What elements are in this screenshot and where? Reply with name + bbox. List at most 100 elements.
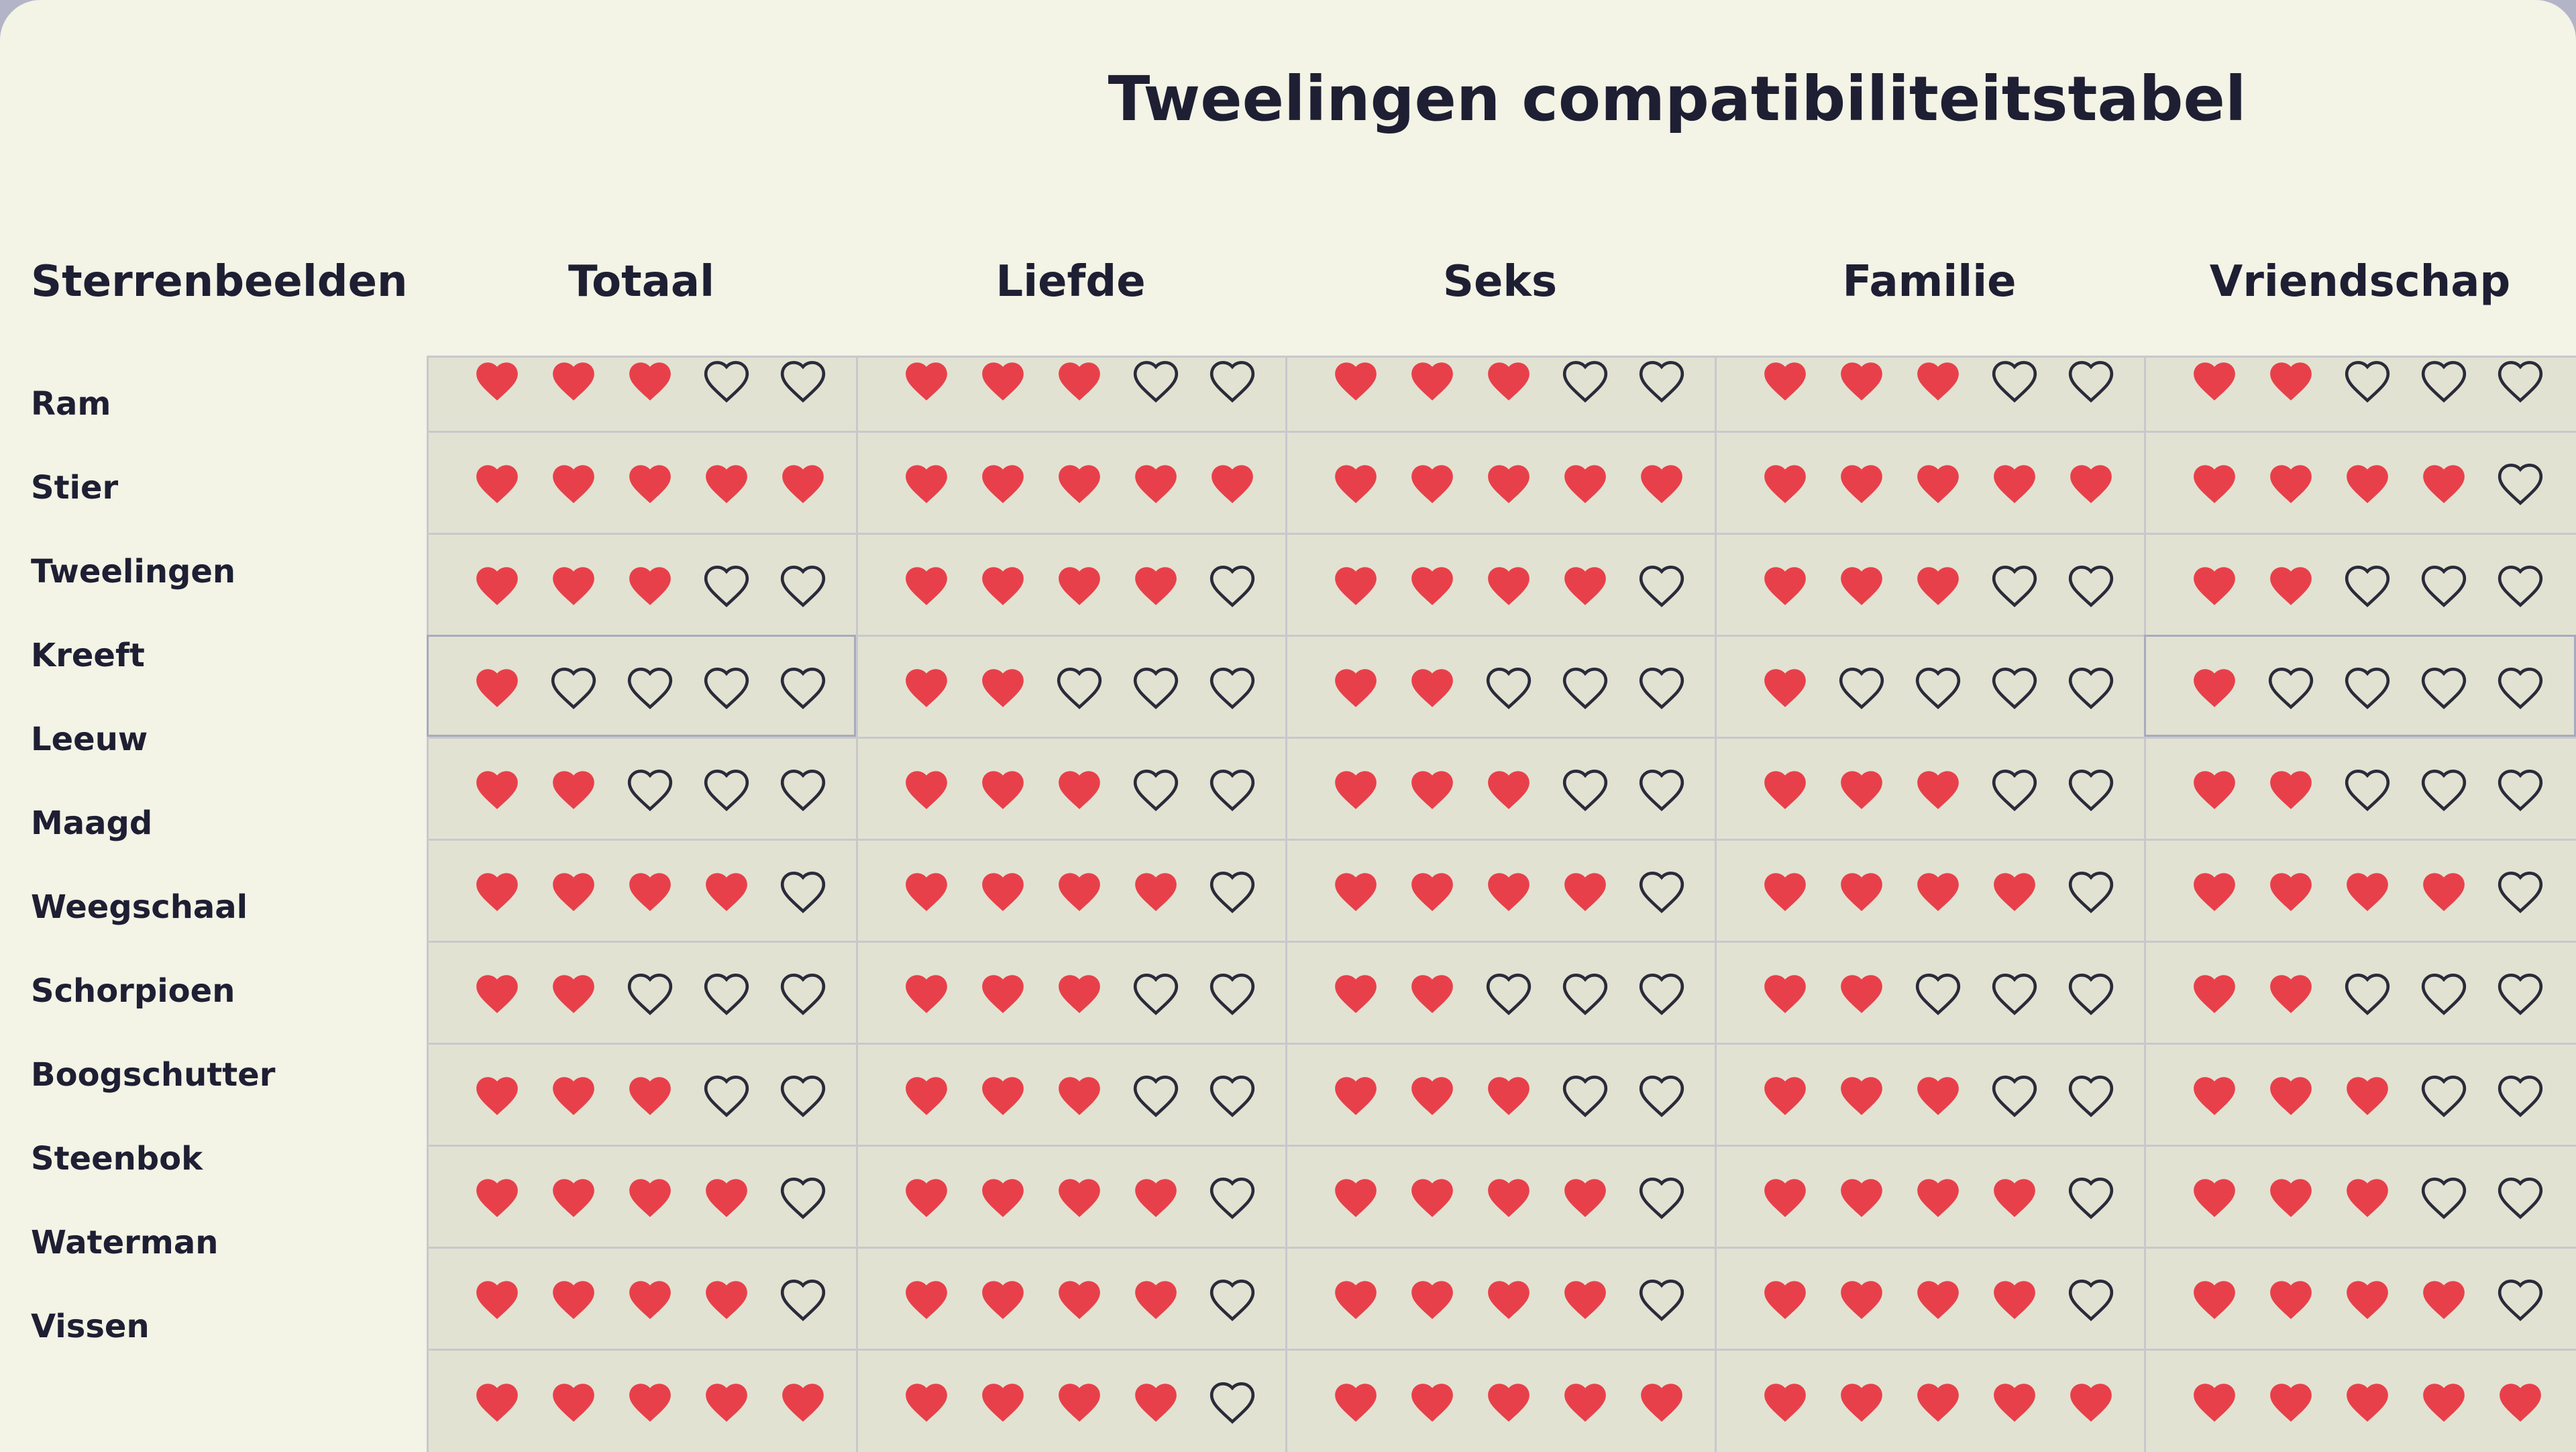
heart-outline-icon xyxy=(1562,769,1608,811)
rating-cell xyxy=(427,1349,856,1452)
heart-outline-icon xyxy=(1915,973,1961,1015)
heart-filled-icon xyxy=(2070,1384,2112,1422)
rating-cell xyxy=(1285,356,1715,431)
heart-filled-icon xyxy=(1764,1281,1806,1319)
heart-outline-icon xyxy=(780,973,826,1015)
heart-filled-icon xyxy=(1764,465,1806,503)
heart-filled-icon xyxy=(1411,771,1453,809)
heart-filled-icon xyxy=(1917,1077,1959,1115)
heart-filled-icon xyxy=(553,975,594,1013)
heart-outline-icon xyxy=(1562,973,1608,1015)
heart-filled-icon xyxy=(2194,1077,2235,1115)
heart-outline-icon xyxy=(780,1177,826,1219)
rating-cell xyxy=(427,635,856,737)
heart-filled-icon xyxy=(2423,873,2465,911)
rating-cell xyxy=(1285,1145,1715,1247)
rating-cell xyxy=(1285,635,1715,737)
heart-filled-icon xyxy=(1488,465,1529,503)
heart-filled-icon xyxy=(1488,771,1529,809)
heart-filled-icon xyxy=(1841,1077,1882,1115)
heart-filled-icon xyxy=(1564,873,1606,911)
heart-filled-icon xyxy=(1059,362,1100,401)
heart-outline-icon xyxy=(780,565,826,607)
heart-filled-icon xyxy=(906,771,947,809)
rating-cell xyxy=(2144,1145,2576,1247)
heart-filled-icon xyxy=(1641,465,1682,503)
heart-outline-icon xyxy=(1133,769,1179,811)
heart-filled-icon xyxy=(2347,1384,2388,1422)
rating-cell xyxy=(427,941,856,1043)
heart-filled-icon xyxy=(1059,567,1100,605)
column-header-liefde: Liefde xyxy=(996,257,1146,307)
heart-filled-icon xyxy=(982,465,1024,503)
heart-filled-icon xyxy=(2270,771,2312,809)
heart-filled-icon xyxy=(706,1179,747,1217)
heart-filled-icon xyxy=(1917,1179,1959,1217)
heart-filled-icon xyxy=(1335,669,1377,707)
heart-filled-icon xyxy=(553,362,594,401)
heart-filled-icon xyxy=(2270,1077,2312,1115)
heart-outline-icon xyxy=(1057,667,1102,709)
heart-filled-icon xyxy=(906,669,947,707)
heart-filled-icon xyxy=(476,1384,518,1422)
heart-filled-icon xyxy=(1411,567,1453,605)
heart-outline-icon xyxy=(704,1075,749,1117)
rating-cell xyxy=(856,839,1285,941)
heart-outline-icon xyxy=(1639,769,1684,811)
heart-outline-icon xyxy=(2345,667,2390,709)
heart-filled-icon xyxy=(1488,873,1529,911)
heart-outline-icon xyxy=(627,667,673,709)
heart-filled-icon xyxy=(1917,1281,1959,1319)
sign-label-waterman: Waterman xyxy=(31,1224,219,1261)
rating-cell xyxy=(1715,1043,2144,1145)
heart-outline-icon xyxy=(1210,973,1255,1015)
heart-filled-icon xyxy=(1135,873,1177,911)
heart-filled-icon xyxy=(1335,1384,1377,1422)
heart-outline-icon xyxy=(780,871,826,913)
rating-cell xyxy=(1715,635,2144,737)
column-header-seks: Seks xyxy=(1442,257,1558,307)
heart-filled-icon xyxy=(476,873,518,911)
heart-filled-icon xyxy=(1917,465,1959,503)
column-header-vriendschap: Vriendschap xyxy=(2209,257,2511,307)
sign-label-schorpioen: Schorpioen xyxy=(31,972,235,1010)
heart-filled-icon xyxy=(476,669,518,707)
heart-outline-icon xyxy=(1133,360,1179,403)
heart-outline-icon xyxy=(704,769,749,811)
heart-filled-icon xyxy=(982,1281,1024,1319)
heart-filled-icon xyxy=(2270,1281,2312,1319)
heart-outline-icon xyxy=(2068,360,2114,403)
heart-filled-icon xyxy=(1135,1179,1177,1217)
heart-filled-icon xyxy=(1059,975,1100,1013)
rating-cell xyxy=(427,356,856,431)
heart-filled-icon xyxy=(782,1384,824,1422)
rating-cell xyxy=(427,431,856,533)
heart-outline-icon xyxy=(1639,360,1684,403)
heart-filled-icon xyxy=(906,1179,947,1217)
heart-filled-icon xyxy=(476,567,518,605)
heart-outline-icon xyxy=(1992,1075,2037,1117)
heart-filled-icon xyxy=(1564,1281,1606,1319)
heart-filled-icon xyxy=(2500,1384,2541,1422)
heart-filled-icon xyxy=(1059,1281,1100,1319)
heart-filled-icon xyxy=(2194,362,2235,401)
rating-cell xyxy=(1285,1247,1715,1349)
heart-filled-icon xyxy=(1764,362,1806,401)
heart-filled-icon xyxy=(476,1281,518,1319)
heart-filled-icon xyxy=(476,1179,518,1217)
rating-cell xyxy=(856,356,1285,431)
heart-outline-icon xyxy=(2498,871,2543,913)
heart-filled-icon xyxy=(1488,1281,1529,1319)
heart-filled-icon xyxy=(553,1281,594,1319)
heart-filled-icon xyxy=(2270,873,2312,911)
rating-cell xyxy=(1715,356,2144,431)
heart-outline-icon xyxy=(2498,1279,2543,1321)
heart-outline-icon xyxy=(2268,667,2314,709)
heart-outline-icon xyxy=(704,973,749,1015)
rating-cell xyxy=(1715,941,2144,1043)
heart-outline-icon xyxy=(780,1075,826,1117)
heart-filled-icon xyxy=(2270,465,2312,503)
heart-outline-icon xyxy=(2498,463,2543,505)
heart-outline-icon xyxy=(1992,565,2037,607)
